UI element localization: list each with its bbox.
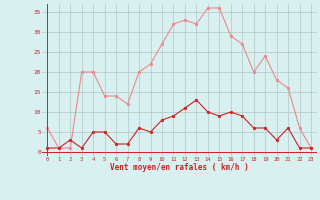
X-axis label: Vent moyen/en rafales ( km/h ): Vent moyen/en rafales ( km/h ) [110, 163, 249, 172]
